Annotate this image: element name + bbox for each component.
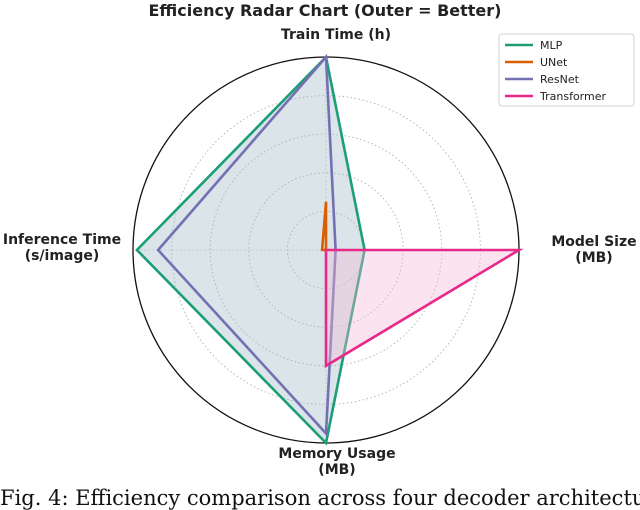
axis-label-line: Inference Time: [3, 232, 121, 248]
axis-label-line: Train Time (h): [281, 27, 391, 43]
axis-label-line: Memory Usage: [278, 446, 395, 462]
axis-label-line: (MB): [575, 250, 612, 266]
legend-label-transformer: Transformer: [539, 90, 606, 103]
axis-label-3: Memory Usage (MB): [278, 446, 395, 478]
axis-label-line: (s/image): [25, 248, 100, 264]
series-transformer-polygon: [324, 248, 524, 369]
legend-label-mlp: MLP: [540, 39, 563, 52]
axis-label-2: Model Size (MB): [551, 234, 636, 266]
series-mlp-polygon: [135, 54, 366, 446]
radar-axis-labels: Train Time (h)Model Size (MB)Memory Usage…: [3, 27, 637, 478]
radar-series: [135, 53, 524, 446]
figure-caption: Fig. 4: Efficiency comparison across fou…: [0, 486, 640, 510]
series-unet-polygon: [320, 201, 328, 252]
legend-label-resnet: ResNet: [540, 73, 580, 86]
axis-label-4: Inference Time (s/image): [3, 232, 121, 264]
axis-label-line: (MB): [318, 462, 355, 478]
series-resnet-polygon: [156, 53, 337, 437]
legend-label-unet: UNet: [540, 56, 568, 69]
legend-box: [498, 33, 635, 107]
axis-label-1: Train Time (h): [281, 27, 391, 43]
axis-label-line: Model Size: [551, 234, 636, 250]
chart-title: Efficiency Radar Chart (Outer = Better): [149, 1, 502, 20]
legend: MLP UNet ResNet Transformer: [498, 33, 635, 107]
